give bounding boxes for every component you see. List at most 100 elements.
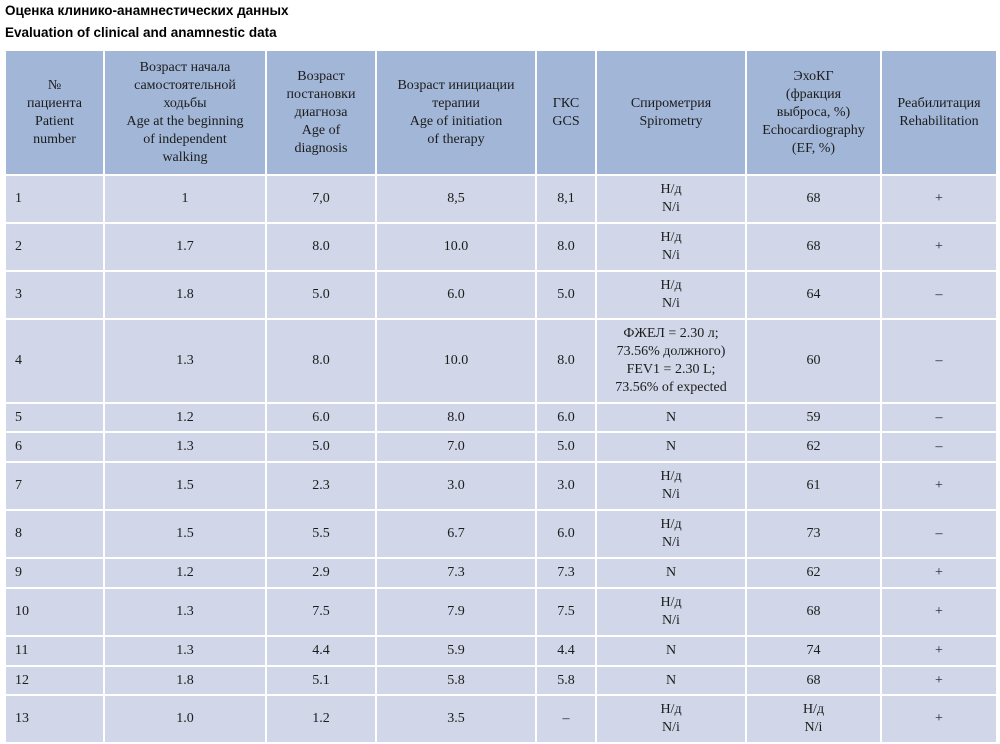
cell-spirometry: N [595, 634, 747, 667]
cell-echocardiography-ef: 73 [745, 509, 882, 559]
cell-age-of-diagnosis: 5.0 [265, 431, 377, 464]
cell-age-independent-walking: 1.3 [103, 317, 267, 404]
table-row: 4 1.3 8.0 10.0 8.0 ФЖЕЛ = 2.30 л; 73.56% должн… [4, 317, 998, 404]
cell-age-of-diagnosis: 5.0 [265, 270, 377, 320]
table-header: № пациента Patient number Возраст начала само… [4, 48, 998, 177]
cell-age-of-therapy-initiation: 7.3 [375, 556, 537, 589]
cell-age-of-diagnosis: 4.4 [265, 634, 377, 667]
table-row: 8 1.5 5.5 6.7 6.0 Н/д N/i 73– [4, 509, 998, 559]
cell-patient-number: 6 [4, 431, 105, 464]
cell-age-of-diagnosis: 2.9 [265, 556, 377, 589]
table-row: 6 1.3 5.0 7.0 5.0 N 62– [4, 431, 998, 464]
cell-patient-number: 7 [4, 461, 105, 512]
cell-age-of-diagnosis: 7.5 [265, 586, 377, 637]
cell-echocardiography-ef: 62 [745, 556, 882, 589]
cell-echocardiography-ef: 68 [745, 664, 882, 697]
cell-rehabilitation: + [880, 664, 998, 697]
table-row: 2 1.7 8.0 10.0 8.0 Н/д N/i 68 + [4, 222, 998, 273]
cell-age-of-diagnosis: 6.0 [265, 401, 377, 434]
cell-spirometry: N [595, 431, 747, 464]
cell-patient-number: 8 [4, 509, 105, 559]
cell-age-of-therapy-initiation: 6.7 [375, 509, 537, 559]
cell-age-independent-walking: 1.3 [103, 431, 267, 464]
column-header-spirometry: Спирометрия Spirometry [595, 48, 747, 177]
cell-age-independent-walking: 1.3 [103, 586, 267, 637]
cell-echocardiography-ef: 68 [745, 586, 882, 637]
column-header-age-of-diagnosis: Возраст постановки диагноза Age of diagnosis [265, 48, 377, 177]
cell-gcs: 7.5 [535, 586, 597, 637]
cell-spirometry: N [595, 556, 747, 589]
cell-rehabilitation: – [880, 317, 998, 404]
cell-patient-number: 4 [4, 317, 105, 404]
cell-spirometry: Н/д N/i [595, 586, 747, 637]
cell-rehabilitation: + [880, 222, 998, 273]
cell-spirometry: N [595, 664, 747, 697]
cell-echocardiography-ef: 74 [745, 634, 882, 667]
table-row: 5 1.2 6.0 8.0 6.0 N 59– [4, 401, 998, 434]
cell-gcs: 4.4 [535, 634, 597, 667]
cell-echocardiography-ef: 59 [745, 401, 882, 434]
column-header-age-of-therapy-initiation: Возраст инициации терапии Age of initiatio… [375, 48, 537, 177]
cell-age-independent-walking: 1.8 [103, 664, 267, 697]
cell-age-of-therapy-initiation: 8.0 [375, 401, 537, 434]
cell-age-of-therapy-initiation: 10.0 [375, 317, 537, 404]
table-row: 12 1.8 5.1 5.8 5.8 N 68 + [4, 664, 998, 697]
column-header-echocardiography-ef: ЭхоКГ (фракция выброса, %) Echocardiography… [745, 48, 882, 177]
cell-gcs: 7.3 [535, 556, 597, 589]
cell-rehabilitation: + [880, 586, 998, 637]
table-row: 11 1.3 4.4 5.9 4.4 N 74 + [4, 634, 998, 667]
cell-age-of-therapy-initiation: 7.9 [375, 586, 537, 637]
cell-patient-number: 10 [4, 586, 105, 637]
cell-gcs: 5.8 [535, 664, 597, 697]
cell-echocardiography-ef: 68 [745, 174, 882, 225]
cell-age-of-therapy-initiation: 3.0 [375, 461, 537, 512]
cell-age-of-diagnosis: 5.5 [265, 509, 377, 559]
column-header-gcs: ГКС GCS [535, 48, 597, 177]
cell-echocardiography-ef: 61 [745, 461, 882, 512]
cell-age-of-therapy-initiation: 3.5 [375, 694, 537, 744]
cell-rehabilitation: – [880, 509, 998, 559]
cell-age-independent-walking: 1.5 [103, 509, 267, 559]
cell-patient-number: 12 [4, 664, 105, 697]
cell-age-of-therapy-initiation: 8,5 [375, 174, 537, 225]
cell-gcs: 8.0 [535, 317, 597, 404]
page-titles: Оценка клинико-анамнестических данных Ev… [5, 4, 1000, 39]
column-header-rehabilitation: Реабилитация Rehabilitation [880, 48, 998, 177]
cell-gcs: 3.0 [535, 461, 597, 512]
cell-age-of-diagnosis: 8.0 [265, 317, 377, 404]
cell-spirometry: N [595, 401, 747, 434]
cell-rehabilitation: + [880, 461, 998, 512]
cell-age-independent-walking: 1.8 [103, 270, 267, 320]
cell-age-of-diagnosis: 5.1 [265, 664, 377, 697]
cell-spirometry: Н/д N/i [595, 174, 747, 225]
cell-age-of-diagnosis: 8.0 [265, 222, 377, 273]
cell-spirometry: Н/д N/i [595, 509, 747, 559]
cell-age-of-therapy-initiation: 7.0 [375, 431, 537, 464]
cell-patient-number: 2 [4, 222, 105, 273]
table-row: 9 1.2 2.9 7.3 7.3 N 62 + [4, 556, 998, 589]
cell-age-of-therapy-initiation: 10.0 [375, 222, 537, 273]
table-body: 1 1 7,0 8,5 8,1 Н/д N/i 68 +2 1.7 8.0 10.0 8.0 Н/д N/i… [4, 174, 998, 744]
cell-gcs: – [535, 694, 597, 744]
cell-age-independent-walking: 1.2 [103, 556, 267, 589]
cell-patient-number: 13 [4, 694, 105, 744]
cell-age-independent-walking: 1.7 [103, 222, 267, 273]
cell-rehabilitation: – [880, 401, 998, 434]
cell-rehabilitation: + [880, 174, 998, 225]
cell-patient-number: 9 [4, 556, 105, 589]
cell-age-independent-walking: 1.3 [103, 634, 267, 667]
cell-age-of-therapy-initiation: 5.8 [375, 664, 537, 697]
cell-age-independent-walking: 1.0 [103, 694, 267, 744]
cell-gcs: 5.0 [535, 270, 597, 320]
table-row: 13 1.0 1.2 3.5– Н/д N/i Н/д N/i + [4, 694, 998, 744]
cell-patient-number: 1 [4, 174, 105, 225]
cell-gcs: 8.0 [535, 222, 597, 273]
cell-rehabilitation: + [880, 634, 998, 667]
cell-patient-number: 5 [4, 401, 105, 434]
cell-echocardiography-ef: 64 [745, 270, 882, 320]
table-row: 1 1 7,0 8,5 8,1 Н/д N/i 68 + [4, 174, 998, 225]
cell-rehabilitation: – [880, 270, 998, 320]
cell-spirometry: Н/д N/i [595, 694, 747, 744]
cell-spirometry: Н/д N/i [595, 270, 747, 320]
cell-age-of-therapy-initiation: 5.9 [375, 634, 537, 667]
